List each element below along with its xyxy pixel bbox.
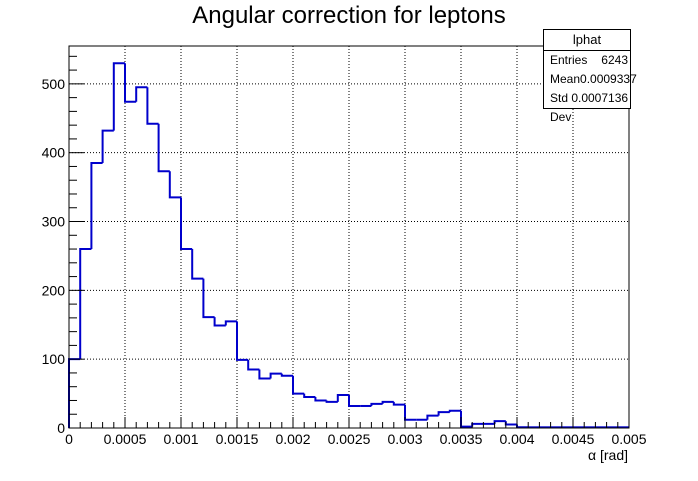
histogram-bin [404, 404, 417, 421]
histogram-bin [516, 424, 529, 429]
histogram-bin [68, 358, 81, 428]
x-tick-label: 0.001 [163, 431, 198, 447]
histogram-bin [448, 409, 461, 413]
histogram-bin [336, 393, 349, 402]
histogram-bin [202, 278, 215, 319]
histogram-bin [325, 400, 338, 403]
histogram-bin [426, 414, 439, 420]
chart-title: Angular correction for leptons [192, 2, 506, 29]
y-tick-label: 300 [42, 214, 66, 230]
y-tick-label: 400 [42, 145, 66, 161]
histogram-bin [269, 372, 282, 379]
stats-row-mean: Mean 0.0009337 [544, 70, 637, 89]
histogram-bin [493, 420, 506, 424]
histogram-bin [460, 410, 473, 428]
histogram-bin [236, 321, 249, 361]
histogram-bin [280, 373, 293, 377]
histogram-bin [292, 375, 305, 395]
histogram-bin [213, 317, 226, 327]
y-tick-label: 500 [42, 76, 66, 92]
histogram-bin [90, 162, 103, 250]
x-tick-label: 0 [65, 431, 73, 447]
histogram-bin [471, 422, 484, 427]
stats-row-std-dev: Std Dev 0.0007136 [544, 89, 630, 124]
histogram-bin [437, 411, 450, 416]
histogram-bin [348, 394, 361, 407]
x-tick-label: 0.0045 [552, 431, 595, 447]
histogram-bin [392, 401, 405, 406]
histogram-bin [247, 359, 260, 371]
histogram-bin [79, 248, 92, 360]
stats-label: Entries [550, 53, 588, 67]
stats-label: Mean [550, 72, 581, 86]
stats-value: 6243 [601, 53, 628, 67]
histogram-bin [191, 249, 204, 280]
histogram-bin [504, 421, 517, 426]
grid-lines [69, 46, 629, 428]
histogram-bin [180, 197, 193, 251]
x-tick-label: 0.005 [611, 431, 646, 447]
y-tick-label: 0 [57, 420, 65, 436]
stats-title: lphat [544, 30, 630, 51]
y-tick-label: 100 [42, 351, 66, 367]
histogram-bin [258, 369, 271, 380]
stats-box: lphat Entries 6243 Mean 0.0009337 Std De… [543, 29, 637, 124]
x-tick-label: 0.0035 [440, 431, 483, 447]
histogram-bin [314, 397, 327, 402]
x-tick-label: 0.002 [275, 431, 310, 447]
x-tick-label: 0.003 [387, 431, 422, 447]
y-tick-label: 200 [42, 282, 66, 298]
x-tick-label: 0.0005 [104, 431, 147, 447]
histogram-bin [381, 400, 394, 404]
x-tick-label: 0.004 [499, 431, 534, 447]
tick-labels: 0 0.0005 0.001 0.0015 0.002 0.0025 0.003 0.0035… [42, 76, 647, 447]
stats-value: 0.0007136 [571, 91, 629, 105]
x-tick-label: 0.0015 [216, 431, 259, 447]
x-tick-label: 0.0025 [328, 431, 371, 447]
histogram-bin [112, 62, 125, 131]
histogram-bin [135, 86, 148, 102]
histogram-bin [370, 402, 383, 406]
axes [68, 45, 630, 429]
stats-value: 0.0009337 [580, 72, 637, 86]
histogram-bin [168, 171, 181, 199]
x-axis-label: α [rad] [588, 447, 628, 463]
histogram-bin [224, 320, 237, 326]
stats-row-entries: Entries 6243 [544, 51, 630, 70]
histogram-bin [124, 63, 137, 103]
histogram-bin [146, 87, 159, 125]
histogram-bin [303, 393, 316, 399]
stats-label: Std Dev [550, 91, 572, 124]
histogram-bin [157, 123, 170, 173]
histogram-bin [101, 129, 114, 164]
